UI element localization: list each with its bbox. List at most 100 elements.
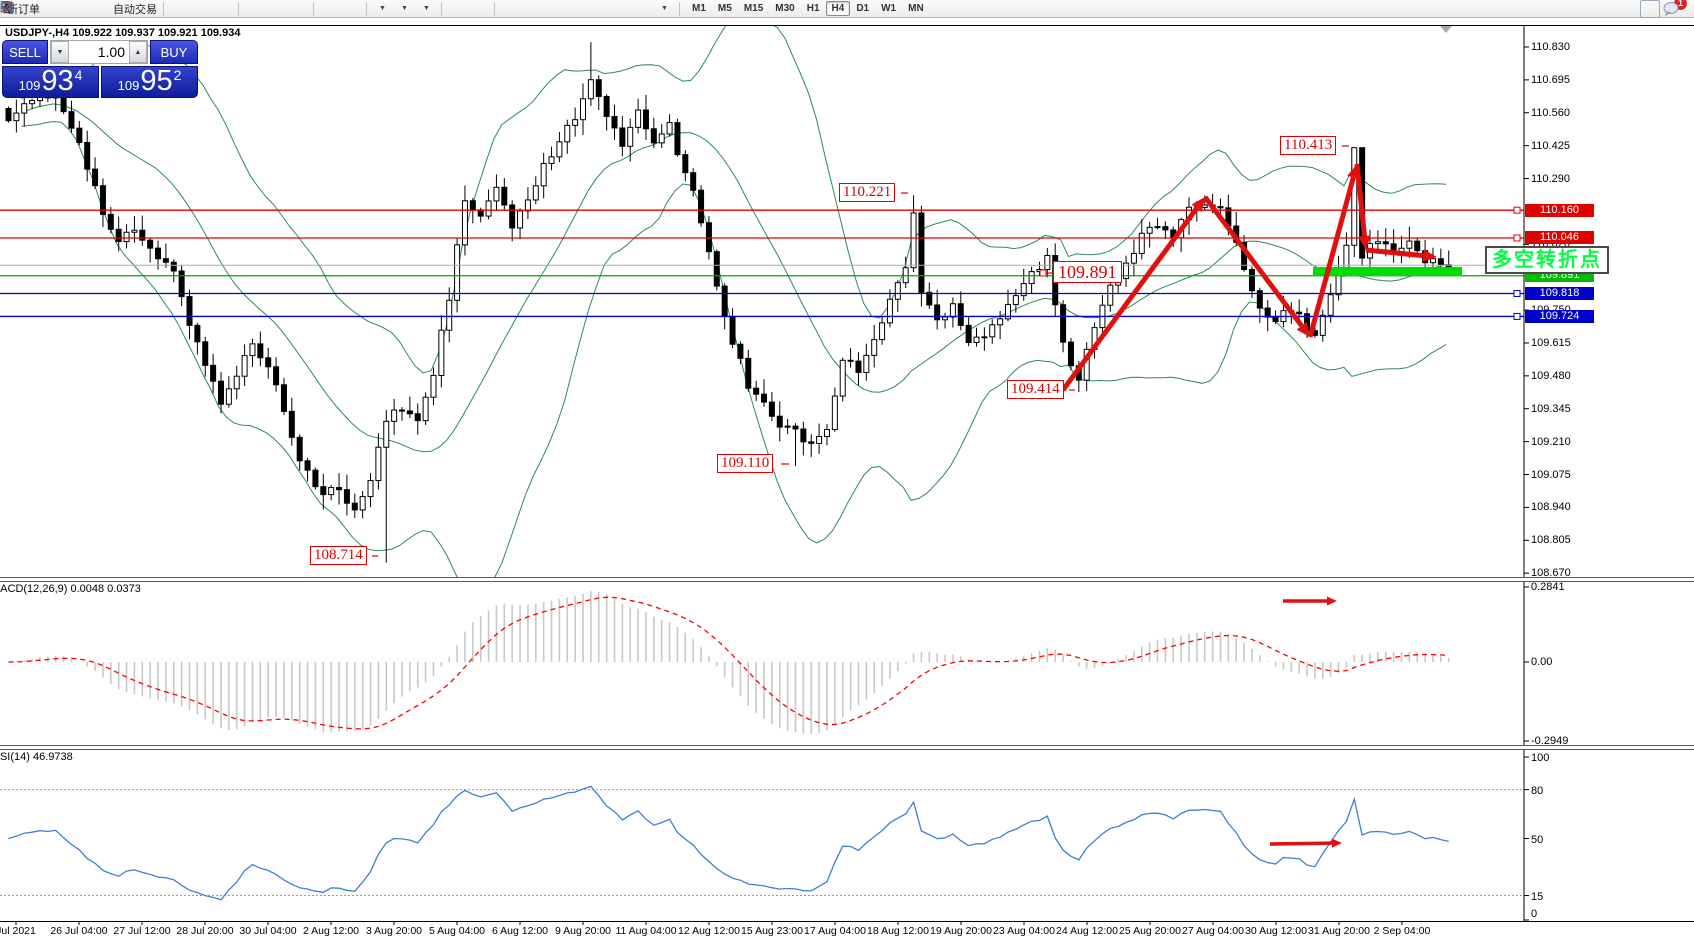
trend-arrow-segment-0[interactable] xyxy=(1060,206,1199,392)
price-annotation[interactable]: 109.414 xyxy=(1007,380,1064,399)
add-indicator-button[interactable]: ▼ xyxy=(2,0,392,18)
trend-arrows[interactable] xyxy=(1060,163,1437,392)
zoom-in-button[interactable] xyxy=(1,0,264,18)
price-scale-label: 108.670 xyxy=(1531,567,1571,580)
market-button[interactable] xyxy=(1,0,85,18)
timeframe-button-m1[interactable]: M1 xyxy=(692,3,706,14)
trend-arrow-segment-0-head xyxy=(1191,197,1205,213)
auto-arrange-button[interactable] xyxy=(1,0,339,18)
cascade-button[interactable] xyxy=(1,0,361,18)
line-end-marker[interactable] xyxy=(1513,206,1521,214)
main-price-panel xyxy=(5,26,1452,577)
timeframe-button-m5[interactable]: M5 xyxy=(717,3,732,14)
buy-price-big: 95 xyxy=(140,65,173,97)
templates-button[interactable]: ▼ xyxy=(1,0,436,18)
macd-scale-label: 0.00 xyxy=(1531,656,1553,668)
price-annotation[interactable]: 110.413 xyxy=(1280,136,1337,155)
panel-separator-rsi[interactable] xyxy=(0,745,1694,750)
timeframe-button-mn[interactable]: MN xyxy=(908,3,924,14)
fibonacci-button[interactable]: F xyxy=(1,0,608,18)
sell-price-display[interactable]: 109 93 4 xyxy=(2,66,99,98)
price-scale-label: 109.480 xyxy=(1531,369,1571,382)
timeframe-button-h1[interactable]: H1 xyxy=(806,3,820,14)
auto-trading-button[interactable]: 自动交易 xyxy=(1,0,158,18)
time-axis-label: 12 Aug 12:00 xyxy=(678,925,740,937)
volume-input[interactable] xyxy=(69,41,129,63)
time-axis-label: 2 Aug 12:00 xyxy=(302,925,360,937)
line-chart-button[interactable] xyxy=(0,0,233,18)
trend-line-button[interactable] xyxy=(1,0,564,18)
time-axis-label: 18 Aug 12:00 xyxy=(867,925,929,937)
bar-chart-button[interactable] xyxy=(2,0,189,18)
price-line-badge: 110.160 xyxy=(1525,203,1594,217)
signals-button[interactable] xyxy=(3,0,107,18)
time-axis-label: 30 Jul 04:00 xyxy=(239,925,297,937)
candle-chart-button[interactable] xyxy=(2,0,211,18)
sell-button[interactable]: SELL xyxy=(2,40,48,64)
price-scale-label: 109.615 xyxy=(1531,336,1571,349)
time-axis-label: 25 Aug 20:00 xyxy=(1119,925,1181,937)
toolbar-separator xyxy=(238,1,239,16)
chevron-down-icon: ▼ xyxy=(401,5,408,12)
buy-button[interactable]: BUY xyxy=(150,40,198,64)
line-end-marker[interactable] xyxy=(1513,290,1521,298)
zoom-out-button[interactable] xyxy=(1,0,286,18)
support-zone-bar[interactable] xyxy=(1313,267,1462,276)
trend-arrow-segment-4[interactable] xyxy=(1365,247,1424,259)
tile-windows-button[interactable] xyxy=(1,0,308,18)
horizontal-line-button[interactable] xyxy=(1,0,542,18)
time-axis-label: 28 Jul 20:00 xyxy=(176,925,234,937)
line-end-marker[interactable] xyxy=(1513,234,1521,242)
timeframe-button-h4[interactable]: H4 xyxy=(825,1,851,16)
price-annotation[interactable]: 108.714 xyxy=(310,546,367,565)
toolbar-separator xyxy=(441,1,442,16)
price-line-badge: 109.818 xyxy=(1525,287,1594,301)
price-annotation[interactable]: 109.110 xyxy=(717,454,774,473)
trend-arrow-segment-2[interactable] xyxy=(1307,176,1356,338)
volume-decrease-button[interactable]: ▼ xyxy=(51,41,69,63)
panel-separator-macd[interactable] xyxy=(0,577,1694,582)
toolbar-separator xyxy=(163,1,164,16)
price-line-badge: 109.724 xyxy=(1525,309,1594,323)
profile-button[interactable] xyxy=(1,0,63,18)
price-scale-label: 110.290 xyxy=(1531,172,1570,185)
buy-price-figure: 109 xyxy=(117,78,140,93)
text-label-button[interactable]: T xyxy=(1,0,652,18)
price-scale-label: 108.805 xyxy=(1531,534,1571,547)
time-axis-label: 15 Aug 23:00 xyxy=(741,925,803,937)
time-axis-label: 31 Aug 20:00 xyxy=(1308,925,1370,937)
equidistant-channel-button[interactable]: E xyxy=(1,0,586,18)
vertical-line-button[interactable] xyxy=(6,0,520,18)
rsi-red-arrow[interactable] xyxy=(1269,841,1333,846)
rsi-scale-label: 15 xyxy=(1531,890,1544,903)
price-annotation[interactable]: 110.221 xyxy=(839,183,896,202)
volume-increase-button[interactable]: ▲ xyxy=(129,41,147,63)
timeframe-button-d1[interactable]: D1 xyxy=(856,3,870,14)
price-scale-label: 109.345 xyxy=(1531,402,1571,415)
rsi-line xyxy=(8,785,1449,901)
timeframe-button-m15[interactable]: M15 xyxy=(743,3,764,14)
timeframe-button-m30[interactable]: M30 xyxy=(775,3,795,14)
price-annotation[interactable]: 109.891 xyxy=(1053,261,1122,283)
text-button[interactable]: A xyxy=(3,0,630,18)
crosshair-button[interactable] xyxy=(1,0,489,18)
rsi-scale-label: 100 xyxy=(1531,752,1550,764)
buy-price-display[interactable]: 109 95 2 xyxy=(101,66,198,98)
price-scale-label: 110.695 xyxy=(1531,73,1570,86)
trend-arrow-segment-1[interactable] xyxy=(1202,195,1304,328)
rsi-scale-label: 50 xyxy=(1531,833,1544,846)
chart-shift-marker[interactable] xyxy=(1440,26,1452,33)
timeframe-button-w1[interactable]: W1 xyxy=(881,3,897,14)
periods-button[interactable]: ▼ xyxy=(1,0,414,18)
trend-arrow-segment-3[interactable] xyxy=(1354,163,1368,237)
turning-point-callout[interactable]: 多空转折点 xyxy=(1485,246,1609,274)
chat-notification-icon[interactable]: 1 xyxy=(1662,0,1688,18)
search-icon[interactable] xyxy=(1,0,1660,18)
line-end-marker[interactable] xyxy=(1513,312,1521,320)
candlesticks xyxy=(5,42,1452,563)
time-axis-label: 2 Sep 04:00 xyxy=(1373,925,1431,937)
arrows-button[interactable]: ▼ xyxy=(2,0,674,18)
cursor-button[interactable] xyxy=(4,0,467,18)
rsi-panel xyxy=(0,785,1524,901)
